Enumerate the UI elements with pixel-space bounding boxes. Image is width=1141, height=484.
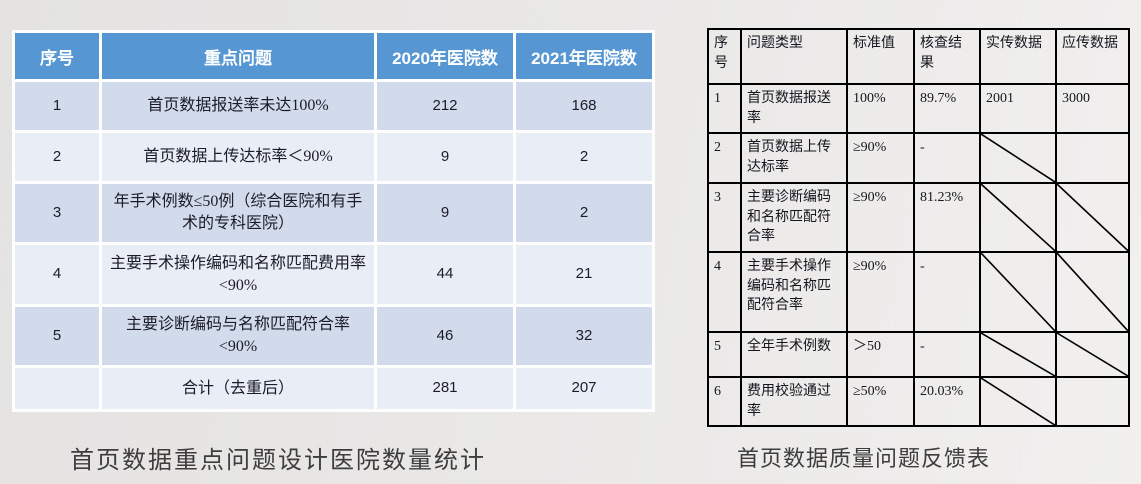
standard-cell: ＞50 [846,330,915,378]
standard-cell: 100% [846,82,915,135]
count-2020-cell: 9 [377,133,513,181]
header-hospitals-2021: 2021年医院数 [516,33,652,79]
left-table-header-row: 序号 重点问题 2020年医院数 2021年医院数 [15,33,652,79]
diagonal-line [981,184,1055,251]
standard-cell: ≥50% [846,375,915,428]
diagonal-line [981,333,1055,376]
table-row: 6 费用校验通过率 ≥50% 20.03% [707,375,1130,428]
problem-cell: 首页数据上传达标率＜90% [102,133,374,181]
table-row: 1 首页数据报送率 100% 89.7% 2001 3000 [707,82,1130,135]
table-row: 5 主要诊断编码与名称匹配符合率<90% 46 32 [15,307,652,365]
header-problem-type: 问题类型 [740,28,848,85]
right-table-header-row: 序号 问题类型 标准值 核查结果 实传数据 应传数据 [707,28,1130,85]
seq-cell: 6 [707,375,742,428]
seq-cell: 2 [707,132,742,185]
total-label-cell: 合计（去重后） [102,368,374,409]
seq-cell: 1 [15,82,99,130]
table-row: 1 首页数据报送率未达100% 212 168 [15,82,652,130]
diagonal-line [1057,253,1128,331]
header-expected-data: 应传数据 [1055,28,1130,85]
problem-cell: 主要诊断编码与名称匹配符合率<90% [102,307,374,365]
seq-cell [15,368,99,409]
count-2021-cell: 32 [516,307,652,365]
count-2020-cell: 281 [377,368,513,409]
header-actual-data: 实传数据 [979,28,1057,85]
diagonal-line [1057,333,1128,376]
left-table-caption: 首页数据重点问题设计医院数量统计 [70,448,486,474]
header-check-result: 核查结果 [913,28,981,85]
table-row: 3 年手术例数≤50例（综合医院和有手术的专科医院） 9 2 [15,184,652,242]
table-row: 4 主要手术操作编码和名称匹配费用率<90% 44 21 [15,245,652,304]
result-cell: 89.7% [913,82,981,135]
problem-type-cell: 首页数据上传达标率 [740,132,848,185]
diagonal-line [1057,184,1128,251]
count-2021-cell: 168 [516,82,652,130]
table-row: 4 主要手术操作编码和名称匹配符合率 ≥90% - [707,250,1130,333]
count-2020-cell: 46 [377,307,513,365]
problem-type-cell: 主要诊断编码和名称匹配符合率 [740,182,848,253]
seq-cell: 4 [15,245,99,304]
right-table-caption: 首页数据质量问题反馈表 [737,446,991,471]
header-seq: 序号 [15,33,99,79]
result-cell: - [913,250,981,333]
expected-data-cell: 3000 [1055,82,1130,135]
na-diagonal-cell [979,375,1057,428]
result-cell: 81.23% [913,182,981,253]
na-diagonal-cell [979,132,1057,185]
count-2021-cell: 21 [516,245,652,304]
expected-data-cell [1055,132,1130,185]
na-diagonal-cell [979,182,1057,253]
problem-type-cell: 费用校验通过率 [740,375,848,428]
problem-type-cell: 首页数据报送率 [740,82,848,135]
header-seq: 序号 [707,28,742,85]
table-row: 5 全年手术例数 ＞50 - [707,330,1130,378]
standard-cell: ≥90% [846,132,915,185]
expected-data-cell [1055,375,1130,428]
result-cell: 20.03% [913,375,981,428]
count-2020-cell: 9 [377,184,513,242]
problem-type-cell: 主要手术操作编码和名称匹配符合率 [740,250,848,333]
na-diagonal-cell [979,250,1057,333]
total-row: 合计（去重后） 281 207 [15,368,652,409]
diagonal-line [981,253,1055,331]
standard-cell: ≥90% [846,182,915,253]
na-diagonal-cell [1055,330,1130,378]
seq-cell: 3 [707,182,742,253]
seq-cell: 5 [15,307,99,365]
table-row: 3 主要诊断编码和名称匹配符合率 ≥90% 81.23% [707,182,1130,253]
seq-cell: 5 [707,330,742,378]
table-row: 2 首页数据上传达标率 ≥90% - [707,132,1130,185]
result-cell: - [913,132,981,185]
key-problems-table: 序号 重点问题 2020年医院数 2021年医院数 1 首页数据报送率未达100… [12,30,655,412]
quality-feedback-table: 序号 问题类型 标准值 核查结果 实传数据 应传数据 1 首页数据报送率 100… [707,28,1130,428]
count-2021-cell: 207 [516,368,652,409]
na-diagonal-cell [1055,182,1130,253]
na-diagonal-cell [1055,250,1130,333]
problem-cell: 年手术例数≤50例（综合医院和有手术的专科医院） [102,184,374,242]
count-2020-cell: 212 [377,82,513,130]
standard-cell: ≥90% [846,250,915,333]
seq-cell: 2 [15,133,99,181]
problem-type-cell: 全年手术例数 [740,330,848,378]
seq-cell: 4 [707,250,742,333]
result-cell: - [913,330,981,378]
problem-cell: 主要手术操作编码和名称匹配费用率<90% [102,245,374,304]
header-standard-value: 标准值 [846,28,915,85]
count-2021-cell: 2 [516,184,652,242]
problem-cell: 首页数据报送率未达100% [102,82,374,130]
seq-cell: 1 [707,82,742,135]
diagonal-line [981,134,1055,182]
header-key-problem: 重点问题 [102,33,374,79]
header-hospitals-2020: 2020年医院数 [377,33,513,79]
na-diagonal-cell [979,330,1057,378]
diagonal-line [981,378,1055,425]
table-row: 2 首页数据上传达标率＜90% 9 2 [15,133,652,181]
count-2021-cell: 2 [516,133,652,181]
seq-cell: 3 [15,184,99,242]
actual-data-cell: 2001 [979,82,1057,135]
count-2020-cell: 44 [377,245,513,304]
